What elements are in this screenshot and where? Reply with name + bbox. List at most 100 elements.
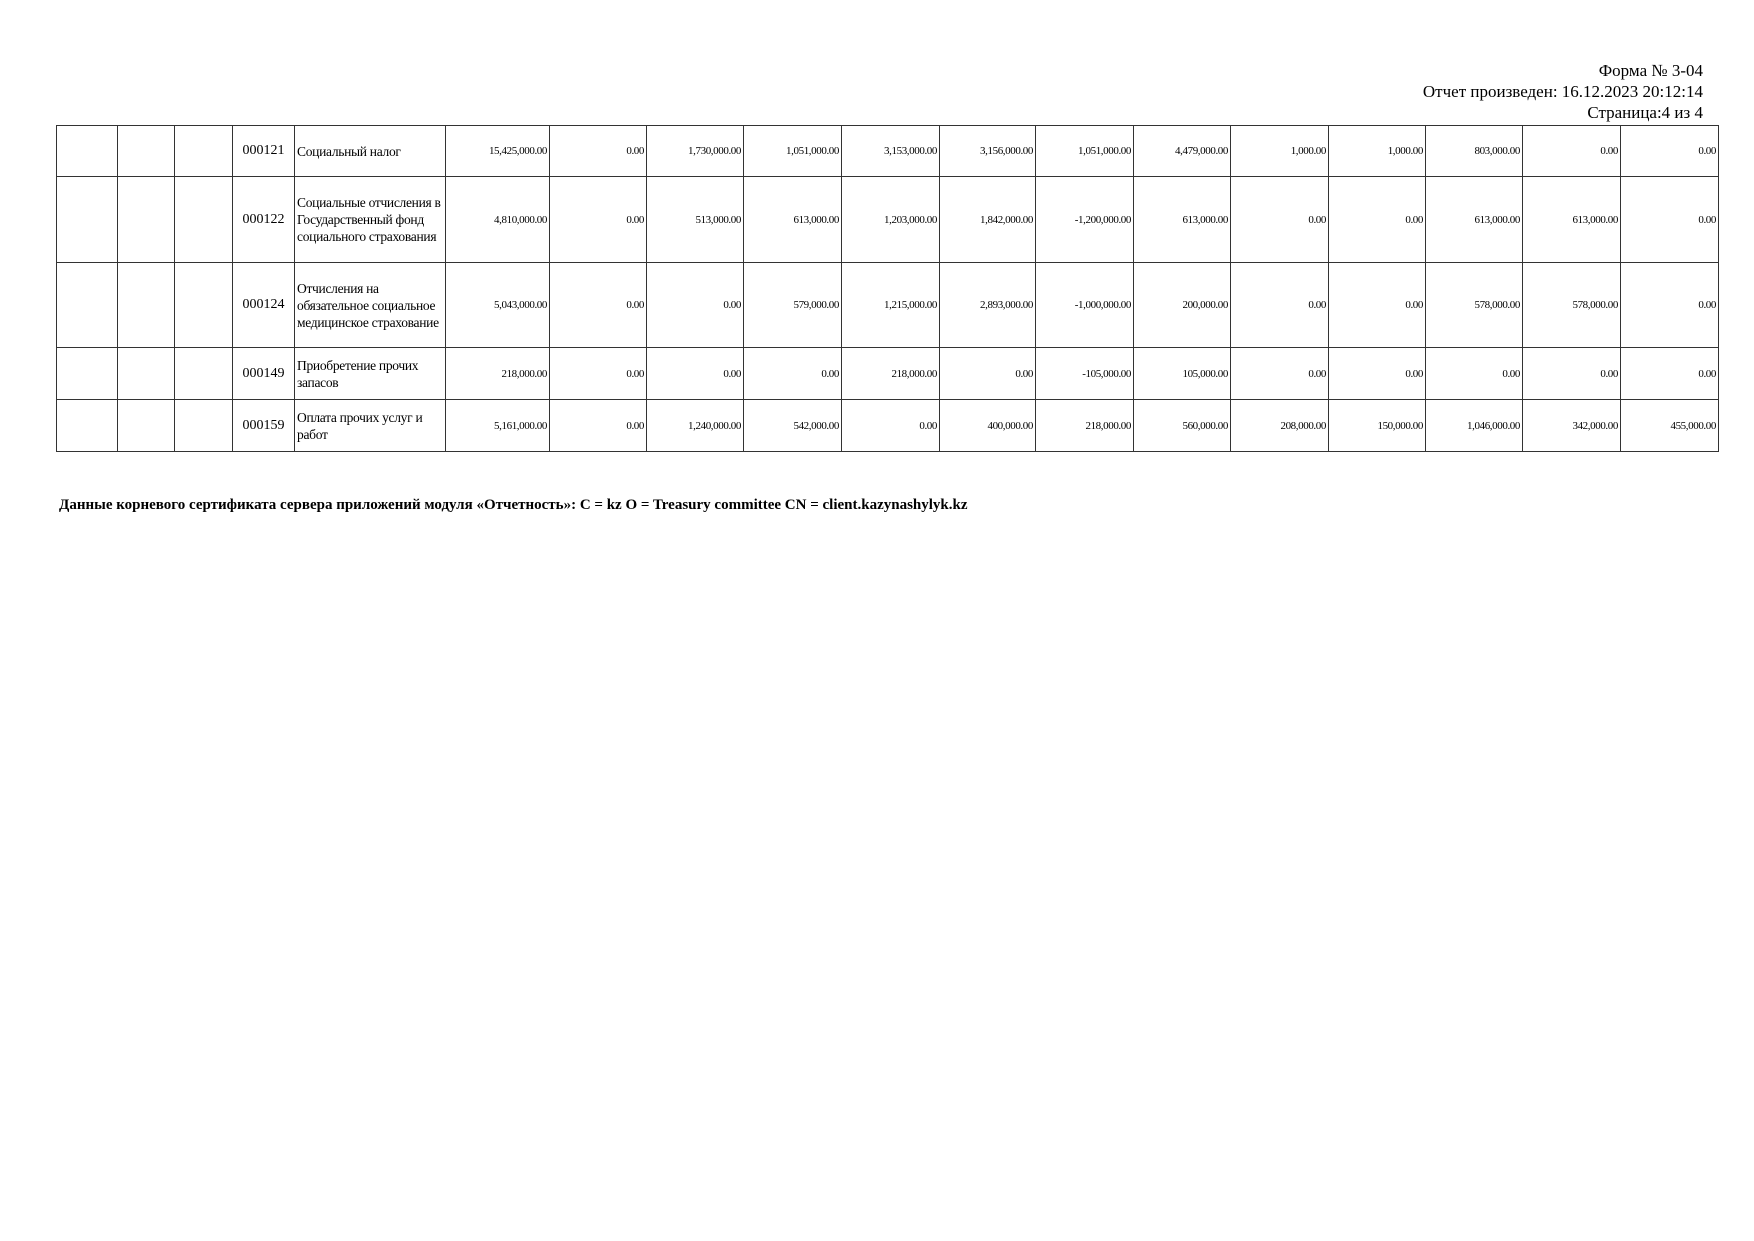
value-cell: 1,203,000.00: [841, 176, 940, 263]
value-cell: 0.00: [1620, 262, 1719, 348]
empty-cell: [174, 176, 233, 263]
value-cell: 1,240,000.00: [646, 399, 744, 452]
value-cell: 200,000.00: [1133, 262, 1231, 348]
value-cell: 1,046,000.00: [1425, 399, 1523, 452]
empty-cell: [56, 125, 118, 177]
empty-cell: [117, 347, 175, 400]
value-cell: 0.00: [1230, 262, 1329, 348]
name-cell: Оплата прочих услуг и работ: [294, 399, 446, 452]
empty-cell: [117, 399, 175, 452]
value-cell: -105,000.00: [1035, 347, 1134, 400]
page-number: Страница:4 из 4: [1587, 103, 1703, 122]
value-cell: 0.00: [1230, 176, 1329, 263]
value-cell: 803,000.00: [1425, 125, 1523, 177]
value-cell: 3,153,000.00: [841, 125, 940, 177]
certificate-info: Данные корневого сертификата сервера при…: [59, 497, 968, 513]
value-cell: 0.00: [1620, 176, 1719, 263]
value-cell: 0.00: [1425, 347, 1523, 400]
value-cell: 513,000.00: [646, 176, 744, 263]
empty-cell: [174, 399, 233, 452]
form-number: Форма № 3-04: [1598, 61, 1703, 80]
code-cell: 000122: [232, 176, 295, 263]
value-cell: 0.00: [1620, 347, 1719, 400]
value-cell: 150,000.00: [1328, 399, 1426, 452]
value-cell: 560,000.00: [1133, 399, 1231, 452]
empty-cell: [174, 125, 233, 177]
value-cell: 5,161,000.00: [445, 399, 550, 452]
value-cell: 0.00: [646, 347, 744, 400]
report-table: 000121 Социальный налог 15,425,000.00 0.00 1…: [56, 125, 1719, 452]
value-cell: 4,810,000.00: [445, 176, 550, 263]
value-cell: 0.00: [1522, 125, 1621, 177]
value-cell: 0.00: [1328, 262, 1426, 348]
value-cell: 15,425,000.00: [445, 125, 550, 177]
name-cell: Приобретение прочих запасов: [294, 347, 446, 400]
empty-cell: [117, 262, 175, 348]
value-cell: 0.00: [939, 347, 1036, 400]
value-cell: 218,000.00: [841, 347, 940, 400]
value-cell: 0.00: [549, 399, 647, 452]
name-cell: Отчисления на обязательное социальное ме…: [294, 262, 446, 348]
name-cell: Социальный налог: [294, 125, 446, 177]
value-cell: 218,000.00: [1035, 399, 1134, 452]
value-cell: 613,000.00: [1133, 176, 1231, 263]
value-cell: 342,000.00: [1522, 399, 1621, 452]
table-row: 000121 Социальный налог 15,425,000.00 0.00 1…: [56, 125, 1719, 177]
code-cell: 000149: [232, 347, 295, 400]
value-cell: 1,842,000.00: [939, 176, 1036, 263]
table-row: 000159 Оплата прочих услуг и работ 5,161,0…: [56, 399, 1719, 452]
value-cell: 1,051,000.00: [1035, 125, 1134, 177]
empty-cell: [56, 262, 118, 348]
value-cell: -1,200,000.00: [1035, 176, 1134, 263]
table-row: 000124 Отчисления на обязательное социаль…: [56, 262, 1719, 348]
value-cell: -1,000,000.00: [1035, 262, 1134, 348]
value-cell: 578,000.00: [1425, 262, 1523, 348]
value-cell: 1,730,000.00: [646, 125, 744, 177]
value-cell: 218,000.00: [445, 347, 550, 400]
value-cell: 542,000.00: [743, 399, 842, 452]
empty-cell: [56, 399, 118, 452]
value-cell: 0.00: [549, 176, 647, 263]
empty-cell: [174, 347, 233, 400]
value-cell: 0.00: [1522, 347, 1621, 400]
value-cell: 2,893,000.00: [939, 262, 1036, 348]
value-cell: 3,156,000.00: [939, 125, 1036, 177]
code-cell: 000159: [232, 399, 295, 452]
empty-cell: [174, 262, 233, 348]
empty-cell: [56, 347, 118, 400]
value-cell: 5,043,000.00: [445, 262, 550, 348]
value-cell: 4,479,000.00: [1133, 125, 1231, 177]
value-cell: 208,000.00: [1230, 399, 1329, 452]
empty-cell: [117, 176, 175, 263]
value-cell: 400,000.00: [939, 399, 1036, 452]
value-cell: 0.00: [549, 125, 647, 177]
value-cell: 0.00: [743, 347, 842, 400]
table-row: 000122 Социальные отчисления в Государств…: [56, 176, 1719, 263]
value-cell: 0.00: [1230, 347, 1329, 400]
report-generated: Отчет произведен: 16.12.2023 20:12:14: [1422, 82, 1703, 101]
value-cell: 0.00: [646, 262, 744, 348]
value-cell: 613,000.00: [1522, 176, 1621, 263]
value-cell: 613,000.00: [743, 176, 842, 263]
value-cell: 1,000.00: [1328, 125, 1426, 177]
table-row: 000149 Приобретение прочих запасов 218,000…: [56, 347, 1719, 400]
value-cell: 105,000.00: [1133, 347, 1231, 400]
value-cell: 1,215,000.00: [841, 262, 940, 348]
name-cell: Социальные отчисления в Государственный …: [294, 176, 446, 263]
value-cell: 0.00: [1328, 347, 1426, 400]
code-cell: 000121: [232, 125, 295, 177]
value-cell: 578,000.00: [1522, 262, 1621, 348]
value-cell: 0.00: [1620, 125, 1719, 177]
value-cell: 1,000.00: [1230, 125, 1329, 177]
empty-cell: [117, 125, 175, 177]
value-cell: 579,000.00: [743, 262, 842, 348]
value-cell: 0.00: [1328, 176, 1426, 263]
value-cell: 613,000.00: [1425, 176, 1523, 263]
value-cell: 0.00: [549, 347, 647, 400]
empty-cell: [56, 176, 118, 263]
value-cell: 0.00: [841, 399, 940, 452]
value-cell: 1,051,000.00: [743, 125, 842, 177]
value-cell: 0.00: [549, 262, 647, 348]
code-cell: 000124: [232, 262, 295, 348]
value-cell: 455,000.00: [1620, 399, 1719, 452]
